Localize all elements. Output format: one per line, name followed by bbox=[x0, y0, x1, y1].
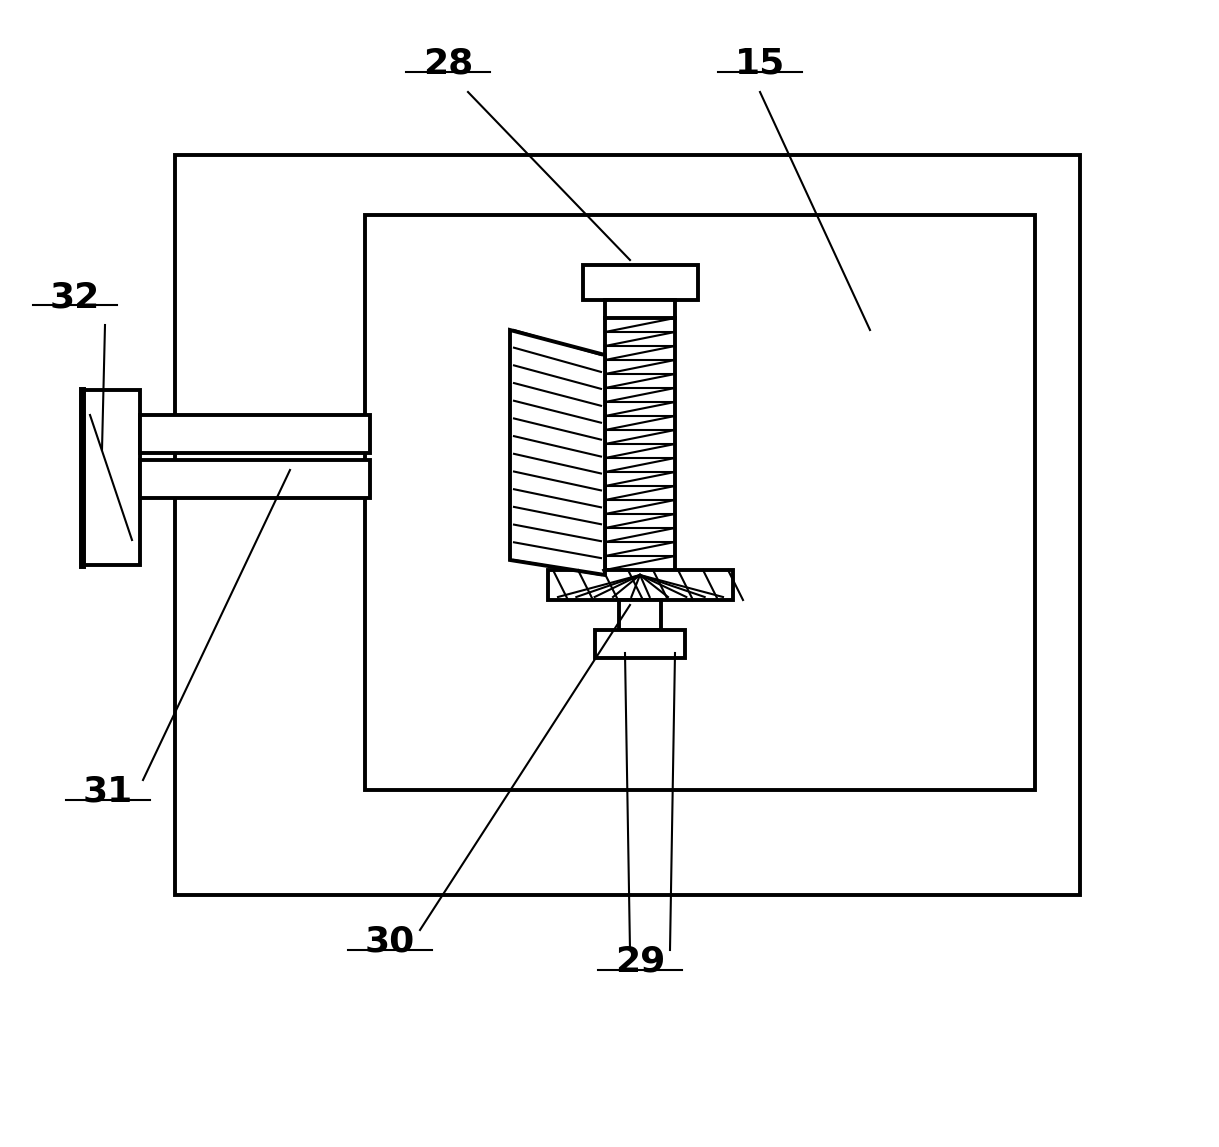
Bar bbox=[605, 301, 675, 318]
Text: 30: 30 bbox=[364, 924, 416, 959]
Polygon shape bbox=[510, 330, 605, 575]
Text: 32: 32 bbox=[50, 280, 100, 314]
Bar bbox=[549, 570, 733, 600]
Bar bbox=[583, 265, 698, 301]
Bar bbox=[364, 214, 1035, 790]
Text: 15: 15 bbox=[735, 47, 785, 81]
Bar bbox=[140, 415, 371, 453]
Bar bbox=[82, 390, 140, 565]
Text: 29: 29 bbox=[614, 945, 666, 980]
Bar bbox=[140, 460, 371, 498]
Bar bbox=[176, 155, 1080, 895]
Text: 28: 28 bbox=[423, 47, 473, 81]
Text: 31: 31 bbox=[83, 775, 133, 809]
Bar bbox=[595, 630, 685, 658]
Bar bbox=[619, 600, 661, 630]
